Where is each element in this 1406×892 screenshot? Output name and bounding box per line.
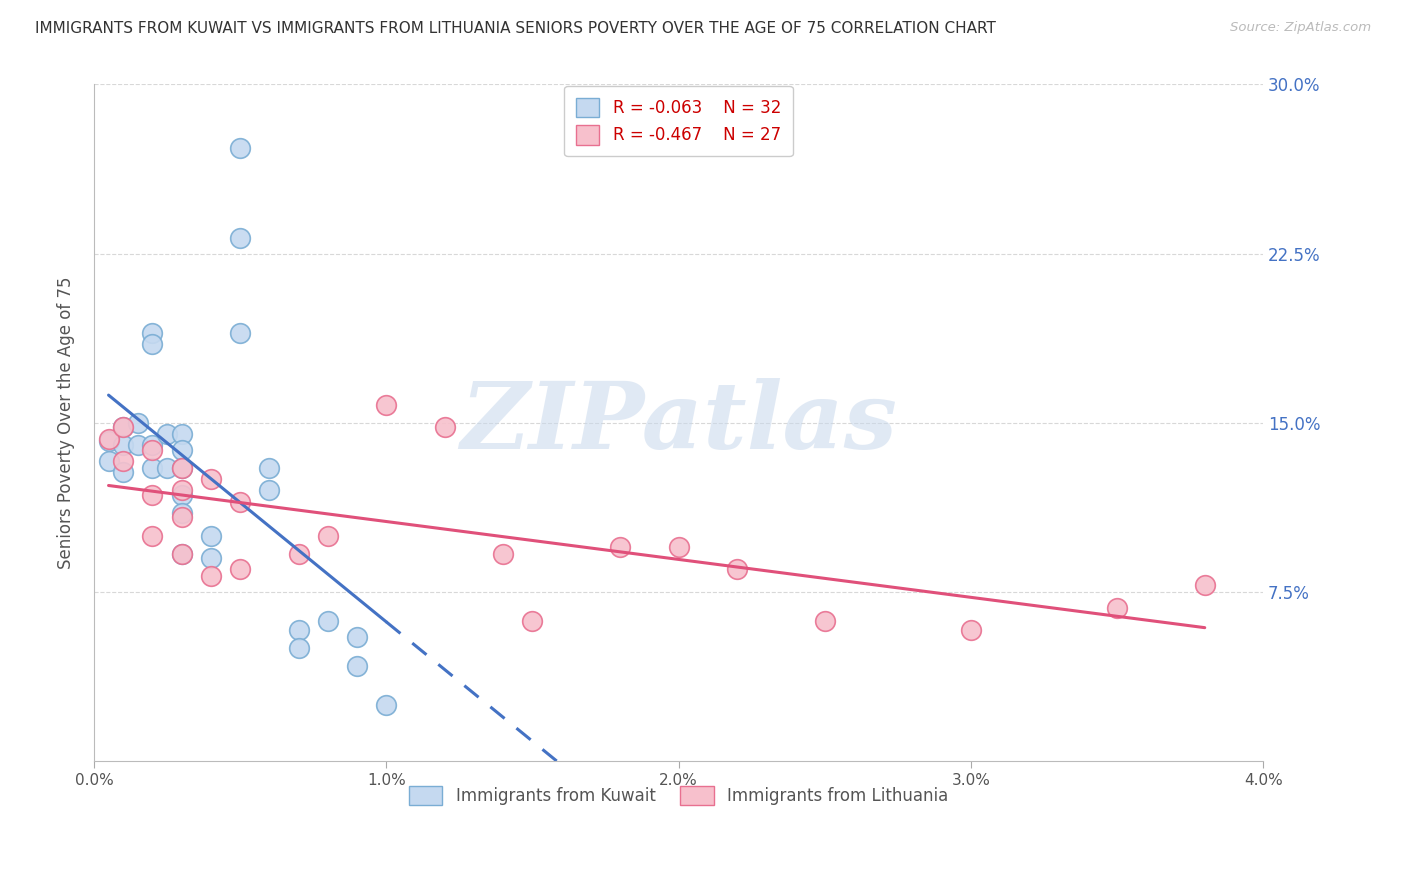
Point [229, 562, 252, 576]
Point [229, 326, 252, 340]
Point [127, 438, 149, 452]
Point [229, 494, 252, 508]
Legend: Immigrants from Kuwait, Immigrants from Lithuania: Immigrants from Kuwait, Immigrants from … [401, 778, 956, 814]
Point [170, 483, 193, 498]
Point [170, 427, 193, 442]
Point [170, 547, 193, 561]
Point [141, 326, 163, 340]
Point [433, 420, 456, 434]
Point [259, 461, 281, 475]
Point [156, 461, 179, 475]
Point [170, 510, 193, 524]
Text: Source: ZipAtlas.com: Source: ZipAtlas.com [1230, 21, 1371, 35]
Point [170, 506, 193, 520]
Point [346, 659, 368, 673]
Point [97, 432, 120, 446]
Point [1105, 600, 1128, 615]
Point [609, 540, 631, 554]
Point [229, 231, 252, 245]
Text: ZIPatlas: ZIPatlas [460, 377, 897, 467]
Point [287, 641, 309, 656]
Point [346, 630, 368, 644]
Point [287, 547, 309, 561]
Point [375, 698, 398, 712]
Point [375, 398, 398, 412]
Point [200, 528, 222, 542]
Point [259, 483, 281, 498]
Point [127, 416, 149, 430]
Point [522, 614, 544, 628]
Point [725, 562, 748, 576]
Point [97, 434, 120, 448]
Point [112, 420, 135, 434]
Point [141, 528, 163, 542]
Point [141, 461, 163, 475]
Point [668, 540, 690, 554]
Text: IMMIGRANTS FROM KUWAIT VS IMMIGRANTS FROM LITHUANIA SENIORS POVERTY OVER THE AGE: IMMIGRANTS FROM KUWAIT VS IMMIGRANTS FRO… [35, 21, 995, 37]
Point [170, 461, 193, 475]
Point [141, 336, 163, 351]
Point [141, 438, 163, 452]
Point [170, 488, 193, 502]
Point [112, 466, 135, 480]
Point [112, 454, 135, 468]
Point [287, 624, 309, 638]
Point [316, 614, 339, 628]
Point [814, 614, 837, 628]
Point [170, 442, 193, 457]
Point [1194, 578, 1216, 592]
Point [141, 488, 163, 502]
Point [170, 461, 193, 475]
Point [316, 528, 339, 542]
Point [200, 472, 222, 486]
Point [170, 547, 193, 561]
Point [960, 624, 983, 638]
Point [492, 547, 515, 561]
Point [229, 140, 252, 154]
Point [97, 454, 120, 468]
Point [112, 420, 135, 434]
Point [200, 551, 222, 566]
Y-axis label: Seniors Poverty Over the Age of 75: Seniors Poverty Over the Age of 75 [58, 277, 75, 569]
Point [156, 427, 179, 442]
Point [141, 442, 163, 457]
Point [112, 438, 135, 452]
Point [200, 569, 222, 583]
